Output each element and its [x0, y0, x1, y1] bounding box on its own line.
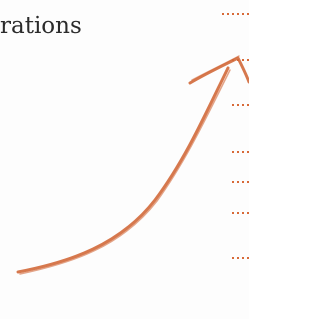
background: [0, 0, 249, 319]
screen: rations: [0, 0, 249, 319]
page: rations (() => { const data = JSON.parse…: [0, 0, 249, 319]
page-title: rations: [0, 13, 82, 39]
